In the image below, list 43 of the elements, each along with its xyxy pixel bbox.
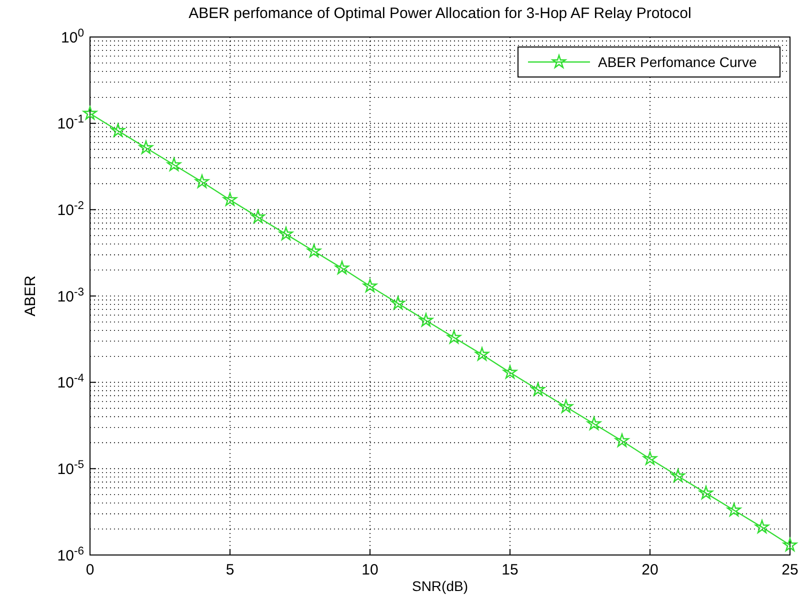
point (755, 520, 769, 534)
point (391, 296, 405, 310)
y-tick-label: 10$^{-4}$ (57, 372, 84, 392)
x-tick-label: 10 (362, 562, 378, 578)
x-tick-label: 20 (642, 562, 658, 578)
point (111, 123, 125, 137)
y-tick-label: 10$^{-5}$ (57, 458, 84, 478)
y-tick-label: 10$^{-3}$ (57, 286, 84, 306)
point (447, 330, 461, 344)
point (671, 468, 685, 482)
point (783, 538, 797, 552)
point (223, 192, 237, 206)
point (559, 400, 573, 413)
y-tick-label: 10$^{-1}$ (57, 114, 84, 133)
x-axis-title: SNR(dB) (412, 578, 468, 594)
x-tick-label: 5 (226, 562, 234, 578)
point (643, 452, 657, 465)
legend-label: ABER Perfomance Curve (598, 54, 757, 70)
point (615, 434, 629, 447)
point (587, 416, 601, 430)
point (195, 174, 209, 188)
point (419, 313, 433, 327)
y-tick-label: 10$^{0}$ (61, 27, 84, 46)
point (727, 502, 741, 516)
point (83, 106, 97, 120)
point (699, 486, 713, 500)
point (251, 210, 265, 224)
y-tick-label: 10$^{-6}$ (57, 545, 84, 564)
point (167, 158, 181, 171)
y-tick-label: 10$^{-2}$ (57, 200, 84, 219)
point (475, 347, 489, 361)
point (335, 260, 349, 274)
point (531, 382, 545, 396)
x-tick-label: 25 (782, 562, 798, 578)
point (503, 365, 517, 379)
point (279, 226, 293, 240)
y-axis-title: ABER (22, 275, 39, 316)
x-tick-label: 15 (502, 562, 518, 578)
point (139, 140, 153, 154)
point (307, 244, 321, 258)
point (363, 278, 377, 292)
x-tick-label: 0 (86, 562, 94, 578)
chart-title: ABER perfomance of Optimal Power Allocation for 3-Hop AF Relay Protocol (188, 5, 692, 22)
